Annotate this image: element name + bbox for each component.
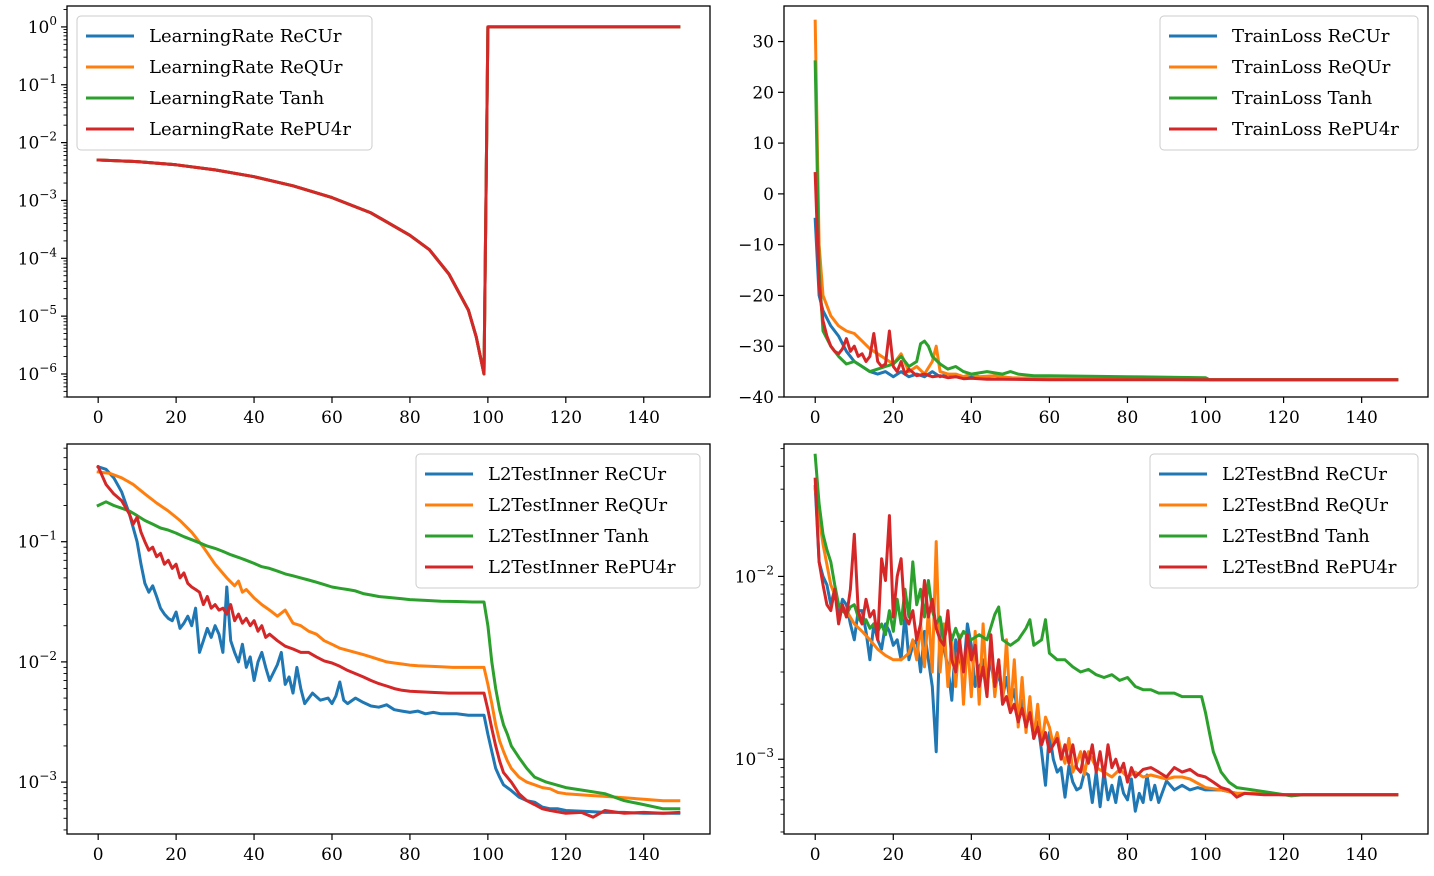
series-line-0 [96, 464, 681, 815]
y-tick-label: 30 [752, 33, 774, 53]
x-tick-label: 60 [1039, 408, 1061, 428]
legend: L2TestInner ReCUr L2TestInner ReQUr L2Test… [415, 453, 701, 589]
y-tick-label: 10−1 [18, 529, 57, 553]
legend-label: TrainLoss ReCUr [1232, 26, 1390, 47]
series-line-1 [813, 487, 1399, 797]
y-tick-label: −40 [738, 388, 774, 408]
y-tick-label: −30 [738, 337, 774, 357]
x-tick-label: 100 [1189, 845, 1221, 865]
legend-box [76, 15, 373, 151]
x-tick-label: 80 [399, 845, 421, 865]
x-tick-label: 40 [961, 845, 983, 865]
legend-label: L2TestBnd ReCUr [1222, 464, 1387, 485]
x-tick-label: 20 [882, 845, 904, 865]
x-tick-label: 0 [93, 845, 104, 865]
y-tick-label: 10−5 [18, 303, 57, 327]
legend-box [1149, 453, 1419, 589]
y-tick-label: 10−2 [18, 130, 57, 154]
x-tick-label: 40 [243, 845, 265, 865]
x-tick-label: 140 [628, 408, 660, 428]
legend-label: L2TestInner ReCUr [488, 464, 667, 485]
series-group [813, 19, 1399, 382]
legend-label: TrainLoss RePU4r [1232, 119, 1399, 140]
x-tick-label: 140 [1345, 408, 1377, 428]
legend-label: L2TestBnd Tanh [1222, 526, 1370, 547]
x-tick-label: 0 [810, 845, 821, 865]
series-group [96, 25, 681, 376]
series-line-2 [813, 453, 1399, 798]
legend: L2TestBnd ReCUr L2TestBnd ReQUr L2TestBnd … [1149, 453, 1419, 589]
y-tick-label: 20 [752, 83, 774, 103]
x-tick-label: 20 [165, 845, 187, 865]
chart-2: 0 20 40 60 80 100 120 140 10−3 10−2 10−1 L2TestInne… [18, 443, 711, 865]
series-group [96, 464, 681, 819]
axes-frame [783, 5, 1429, 398]
x-tick-label: 0 [810, 408, 821, 428]
axes-frame [66, 443, 711, 835]
x-tick-label: 80 [1117, 845, 1139, 865]
series-line-1 [96, 470, 681, 803]
x-tick-label: 20 [165, 408, 187, 428]
y-tick-label: 10−1 [18, 72, 57, 96]
legend-label: TrainLoss Tanh [1232, 88, 1373, 109]
x-tick-label: 120 [1267, 408, 1299, 428]
x-tick-label: 100 [472, 845, 504, 865]
y-tick-label: 10 [752, 134, 774, 154]
x-tick-label: 140 [628, 845, 660, 865]
x-tick-label: 60 [1039, 845, 1061, 865]
legend-label: L2TestInner Tanh [488, 526, 649, 547]
x-tick-label: 80 [1117, 408, 1139, 428]
y-tick-label: −20 [738, 286, 774, 306]
y-tick-label: 10−3 [735, 746, 774, 770]
y-tick-label: 10−3 [18, 769, 57, 793]
x-tick-label: 100 [472, 408, 504, 428]
legend-label: TrainLoss ReQUr [1232, 57, 1391, 78]
legend-box [415, 453, 701, 589]
legend-label: LearningRate Tanh [149, 88, 325, 109]
y-tick-label: 10−6 [18, 361, 57, 385]
legend-label: L2TestInner ReQUr [488, 495, 668, 516]
legend-label: LearningRate ReQUr [149, 57, 343, 78]
series-group [813, 453, 1399, 813]
x-tick-label: 60 [321, 845, 343, 865]
x-tick-label: 100 [1189, 408, 1221, 428]
x-tick-label: 40 [243, 408, 265, 428]
axes-frame [66, 5, 711, 398]
x-tick-label: 20 [882, 408, 904, 428]
legend: LearningRate ReCUr LearningRate ReQUr Lear… [76, 15, 373, 151]
series-line-3 [813, 172, 1399, 382]
x-tick-label: 120 [550, 845, 582, 865]
series-line-3 [96, 25, 681, 376]
legend-label: L2TestInner RePU4r [488, 557, 676, 578]
y-tick-label: 10−4 [18, 245, 58, 269]
chart-1: 0 20 40 60 80 100 120 140 −40 −30 −20 −10 0 10 20 30 Tra… [738, 5, 1429, 428]
series-line-3 [813, 477, 1399, 799]
legend-label: LearningRate RePU4r [149, 119, 351, 140]
x-tick-label: 140 [1345, 845, 1377, 865]
series-line-3 [96, 464, 681, 819]
series-line-2 [813, 60, 1399, 382]
x-tick-label: 120 [550, 408, 582, 428]
y-tick-label: 0 [763, 185, 774, 205]
axes-frame [783, 443, 1429, 835]
y-tick-label: 10−2 [18, 649, 57, 673]
legend-box [1159, 15, 1419, 151]
legend: TrainLoss ReCUr TrainLoss ReQUr TrainLoss … [1159, 15, 1419, 151]
legend-label: L2TestBnd RePU4r [1222, 557, 1397, 578]
x-tick-label: 60 [321, 408, 343, 428]
x-tick-label: 40 [961, 408, 983, 428]
x-tick-label: 120 [1267, 845, 1299, 865]
series-line-2 [96, 500, 681, 811]
x-tick-label: 80 [399, 408, 421, 428]
y-tick-label: −10 [738, 236, 774, 256]
chart-0: 0 20 40 60 80 100 120 140 10−6 10−5 10−4 10−3 10−2 10… [18, 5, 711, 428]
y-tick-label: 100 [28, 14, 57, 38]
y-tick-label: 10−3 [18, 187, 57, 211]
legend-label: LearningRate ReCUr [149, 26, 342, 47]
legend-label: L2TestBnd ReQUr [1222, 495, 1388, 516]
x-tick-label: 0 [93, 408, 104, 428]
y-tick-label: 10−2 [735, 563, 774, 587]
chart-3: 0 20 40 60 80 100 120 140 10−3 10−2 L2TestBnd ReCU… [735, 443, 1429, 865]
